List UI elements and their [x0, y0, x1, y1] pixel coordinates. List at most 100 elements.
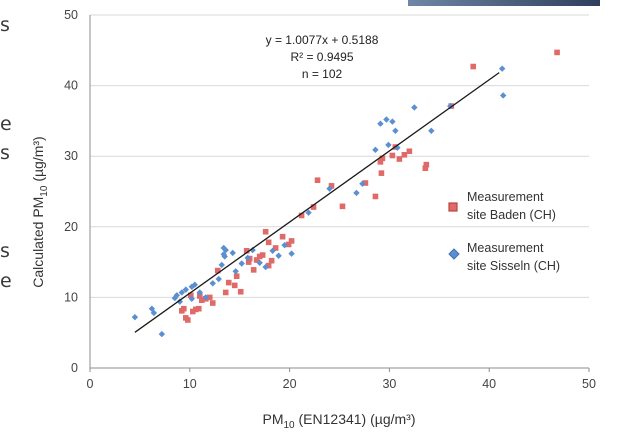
data-point-baden — [196, 293, 203, 299]
axes — [89, 15, 590, 372]
data-point-baden — [250, 267, 257, 273]
annotation-r2: R² = 0.9495 — [290, 50, 353, 64]
data-point-baden — [423, 161, 430, 168]
y-axis-title: Calculated PM10 (µg/m³) — [30, 136, 50, 287]
data-point-sisseln — [188, 295, 195, 303]
annotation-n: n = 102 — [302, 67, 343, 81]
data-point-baden — [243, 248, 250, 254]
y-tick-label: 50 — [64, 8, 78, 22]
data-point-sisseln — [171, 294, 179, 302]
x-tick-label: 30 — [382, 377, 396, 391]
data-point-sisseln — [182, 286, 190, 293]
data-point-baden — [179, 308, 185, 314]
data-point-baden — [285, 241, 292, 248]
data-point-sisseln — [305, 209, 312, 216]
data-point-sisseln — [385, 141, 392, 149]
data-point-baden — [183, 315, 189, 321]
data-point-sisseln — [383, 116, 390, 123]
data-point-sisseln — [392, 127, 399, 134]
data-point-baden — [225, 279, 232, 286]
edge-char-1: s — [0, 14, 10, 36]
data-point-baden — [314, 177, 321, 184]
data-point-sisseln — [372, 146, 379, 154]
y-tick-label: 40 — [64, 79, 78, 93]
data-point-sisseln — [196, 289, 203, 296]
data-point-sisseln — [202, 294, 209, 301]
x-axis-title: PM10 (EN12341) (µg/m³) — [263, 411, 416, 431]
data-point-sisseln — [178, 289, 186, 296]
data-point-baden — [362, 180, 369, 186]
data-point-baden — [209, 300, 216, 306]
x-tick-label: 10 — [183, 377, 197, 391]
x-tick-label: 20 — [283, 377, 297, 391]
data-point-baden — [256, 253, 263, 260]
edge-char-5: e — [0, 270, 12, 292]
data-point-sisseln — [150, 309, 158, 317]
data-point-sisseln — [359, 180, 366, 187]
data-point-sisseln — [269, 247, 276, 255]
data-point-baden — [396, 156, 403, 162]
edge-char-4: s — [0, 240, 10, 262]
y-tick-label: 0 — [71, 361, 78, 375]
data-point-sisseln — [353, 189, 360, 197]
legend-label-sisseln-line2: site Sisseln (CH) — [467, 259, 560, 273]
legend-marker-baden — [448, 202, 458, 212]
data-point-baden — [401, 151, 408, 158]
data-point-sisseln — [131, 313, 139, 321]
data-point-sisseln — [215, 275, 222, 283]
data-point-baden — [268, 257, 275, 264]
data-point-sisseln — [249, 246, 256, 254]
data-point-sisseln — [275, 252, 282, 259]
data-point-sisseln — [238, 260, 245, 267]
data-point-sisseln — [256, 259, 263, 267]
x-tick-label: 0 — [87, 377, 94, 391]
data-point-sisseln — [218, 261, 225, 269]
legend-label-baden-line1: Measurement — [467, 190, 544, 204]
data-point-baden — [554, 49, 560, 56]
data-point-baden — [187, 292, 194, 299]
data-point-sisseln — [411, 104, 418, 111]
regression-line — [134, 72, 500, 333]
data-point-baden — [470, 63, 477, 70]
series-sisseln — [131, 65, 507, 338]
data-point-baden — [222, 289, 229, 296]
y-tick-label: 10 — [64, 290, 78, 304]
corner-image-band — [408, 0, 600, 6]
data-point-baden — [195, 305, 202, 312]
data-point-baden — [272, 245, 279, 251]
data-point-baden — [379, 155, 386, 162]
y-tick-label: 30 — [64, 149, 78, 163]
legend-label-sisseln-line1: Measurement — [467, 241, 544, 255]
annotation-equation: y = 1.0077x + 0.5188 — [266, 33, 379, 47]
data-point-sisseln — [281, 241, 288, 249]
data-point-baden — [265, 262, 272, 269]
data-point-baden — [265, 239, 272, 246]
data-point-sisseln — [447, 102, 454, 110]
data-point-baden — [253, 257, 260, 263]
data-point-sisseln — [209, 280, 216, 287]
data-point-baden — [231, 282, 238, 289]
data-point-sisseln — [232, 268, 239, 275]
x-tick-label: 50 — [582, 377, 596, 391]
data-point-baden — [189, 308, 196, 315]
legend-label-baden-line2: site Baden (CH) — [467, 208, 556, 222]
series-baden — [179, 49, 560, 323]
edge-char-2: e — [0, 113, 12, 135]
data-point-sisseln — [188, 283, 195, 291]
data-point-sisseln — [244, 254, 251, 262]
data-point-baden — [310, 204, 317, 210]
data-point-sisseln — [262, 263, 269, 271]
data-point-baden — [245, 259, 252, 265]
edge-char-3: s — [0, 142, 10, 164]
data-point-baden — [237, 288, 244, 295]
data-point-baden — [259, 252, 266, 258]
data-point-baden — [406, 148, 413, 155]
data-point-baden — [389, 152, 396, 159]
data-point-baden — [214, 267, 221, 274]
data-point-sisseln — [326, 185, 333, 192]
data-point-baden — [279, 233, 286, 240]
data-point-sisseln — [288, 250, 295, 257]
data-point-baden — [192, 306, 199, 313]
data-point-sisseln — [220, 244, 227, 252]
